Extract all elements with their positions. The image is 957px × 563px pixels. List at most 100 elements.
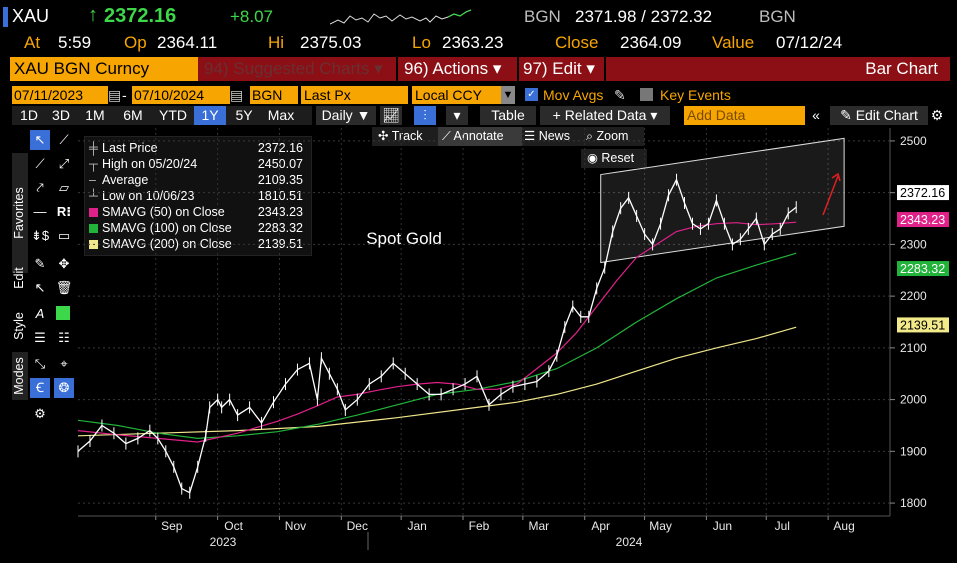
color-swatch-icon[interactable] xyxy=(56,306,70,320)
legend-value: 2343.23 xyxy=(257,205,303,219)
move-icon[interactable]: ✥ xyxy=(58,256,70,271)
bid-source: BGN xyxy=(524,7,561,26)
dollar-tool-icon[interactable]: ⇟$ xyxy=(30,228,50,243)
fib-icon[interactable]: ⤤ xyxy=(36,180,44,195)
track-tool[interactable]: ✣ Track xyxy=(378,129,423,143)
text-r-icon[interactable]: R⁝ xyxy=(56,204,72,219)
end-date-input[interactable]: 07/10/2024 xyxy=(132,86,230,104)
quote-details: At 5:59 Op 2364.11 Hi 2375.03 Lo 2363.23… xyxy=(0,32,957,54)
ticker: XAU xyxy=(12,6,50,26)
news-tool[interactable]: ☰ News xyxy=(524,129,570,143)
price-tag-bg xyxy=(897,261,949,277)
currency-select[interactable]: Local CCY xyxy=(412,86,515,104)
value-label: Value xyxy=(712,33,755,52)
crosshair-icon[interactable]: ⌖ xyxy=(60,356,68,371)
chevron-down-icon: ▾ xyxy=(492,59,502,78)
magnet-icon[interactable]: Ꞓ xyxy=(30,378,50,398)
field-select[interactable]: Last Px xyxy=(301,86,408,104)
checkbox-unchecked-icon[interactable] xyxy=(640,88,653,101)
line-style-icon[interactable]: ☷ xyxy=(58,330,70,345)
ray-icon[interactable]: ⤢ xyxy=(58,156,70,171)
line-weight-icon[interactable]: ☰ xyxy=(34,330,46,345)
trendline-icon[interactable]: ⟋ xyxy=(35,156,45,171)
period-1y[interactable]: 1Y xyxy=(194,106,226,125)
year-label-2024: 2024 xyxy=(616,535,643,549)
rectangle-icon[interactable]: ▭ xyxy=(57,228,71,243)
suggested-charts-menu[interactable]: 94) Suggested Charts ▾ xyxy=(204,57,394,81)
edit-menu[interactable]: 97) Edit ▾ xyxy=(523,57,603,81)
price-tag-bg xyxy=(897,185,949,201)
divider xyxy=(396,57,398,81)
related-data-label: Related Data xyxy=(564,107,647,123)
period-max[interactable]: Max xyxy=(267,107,295,123)
checkbox-checked-icon[interactable]: ✓ xyxy=(525,88,538,101)
key-events-label[interactable]: Key Events xyxy=(660,87,731,103)
pencil-icon[interactable]: ✎ xyxy=(614,87,626,103)
horizontal-line-icon[interactable]: — xyxy=(33,204,47,219)
source-input[interactable]: BGN xyxy=(250,86,298,104)
last-price: 2372.16 xyxy=(104,5,177,27)
zoom-tool[interactable]: ⌕ Zoom xyxy=(586,129,629,143)
collapse-icon[interactable]: « xyxy=(812,107,820,123)
add-data-input[interactable]: Add Data xyxy=(684,106,805,125)
legend-name: Last Price xyxy=(102,141,158,155)
calendar-icon[interactable]: ▤ xyxy=(108,87,122,103)
legend-value: 2109.35 xyxy=(257,173,303,187)
line-chart-icon[interactable]: 📈︎ xyxy=(380,106,402,125)
y-tick-label: 2300 xyxy=(900,237,927,251)
x-tick-label: Feb xyxy=(469,519,490,533)
favorites-tab[interactable]: Favorites xyxy=(12,153,28,273)
x-tick-label: Nov xyxy=(285,519,306,533)
pointer-plus-icon[interactable]: ↖ xyxy=(34,280,46,295)
gear-icon[interactable]: ⚙ xyxy=(34,406,46,421)
palette-icon[interactable]: ❂ xyxy=(54,378,74,398)
draw-line-icon[interactable]: ⟋ xyxy=(59,132,69,147)
tool-sidebar: Favorites Edit Style Modes ↖ ⟋ ⟋ ⤢ ⤤ ▱ —… xyxy=(10,128,78,428)
bar-chart-icon[interactable]: ⫶ xyxy=(414,106,436,125)
annotate-label: Annotate xyxy=(453,129,504,143)
legend-item: SMAVG (50) on Close 2343.23 xyxy=(89,204,307,220)
chevron-down-icon[interactable]: ▼ xyxy=(501,86,515,104)
sma50-line xyxy=(77,221,797,443)
price-tag: 2139.51 xyxy=(900,318,945,332)
calendar-icon[interactable]: ▤ xyxy=(230,87,244,103)
gear-icon[interactable]: ⚙ xyxy=(930,107,944,123)
table-button[interactable]: Table xyxy=(480,106,536,125)
edit-chart-label: Edit Chart xyxy=(855,107,918,123)
zoom-label: Zoom xyxy=(596,129,629,143)
period-1d[interactable]: 1D xyxy=(20,107,38,123)
channel-icon[interactable]: ▱ xyxy=(59,180,69,195)
modes-tab[interactable]: Modes xyxy=(12,352,28,400)
x-tick-label: Oct xyxy=(224,519,243,533)
trash-icon[interactable]: 🗑︎ xyxy=(55,280,73,295)
y-tick-label: 1800 xyxy=(900,496,927,510)
period-ytd[interactable]: YTD xyxy=(159,107,187,123)
lasso-icon[interactable]: ⤡ xyxy=(34,356,46,371)
period-1m[interactable]: 1M xyxy=(85,107,105,123)
related-data-button[interactable]: + Related Data ▾ xyxy=(540,106,670,125)
reset-button[interactable]: ◉ Reset xyxy=(581,149,647,168)
period-3d[interactable]: 3D xyxy=(52,107,70,123)
pen-icon[interactable]: ✎ xyxy=(34,256,46,271)
legend-value: 2139.51 xyxy=(257,237,303,251)
start-date-input[interactable]: 07/11/2023 xyxy=(12,86,108,104)
x-tick-label: Apr xyxy=(591,519,610,533)
mov-avgs-label[interactable]: Mov Avgs xyxy=(543,87,604,103)
x-tick-label: Jul xyxy=(775,519,790,533)
trend-arrow-head xyxy=(831,172,841,182)
chevron-down-icon[interactable]: ▾ xyxy=(446,106,468,125)
price-channel xyxy=(600,137,845,264)
actions-menu[interactable]: 96) Actions ▾ xyxy=(404,57,514,81)
security-field[interactable]: XAU BGN Curncy xyxy=(10,57,198,81)
period-5y[interactable]: 5Y xyxy=(235,107,253,123)
y-tick-label: 2200 xyxy=(900,289,927,303)
cursor-icon[interactable]: ↖ xyxy=(30,130,50,150)
frequency-select[interactable]: Daily ▼ xyxy=(316,106,376,125)
edit-chart-button[interactable]: ✎ Edit Chart xyxy=(830,106,928,125)
legend-name: SMAVG (50) on Close xyxy=(102,205,225,219)
price-tag: 2372.16 xyxy=(900,186,945,200)
font-icon[interactable]: A xyxy=(35,306,45,321)
suggested-label: 94) Suggested Charts xyxy=(204,59,370,78)
period-6m[interactable]: 6M xyxy=(123,107,143,123)
